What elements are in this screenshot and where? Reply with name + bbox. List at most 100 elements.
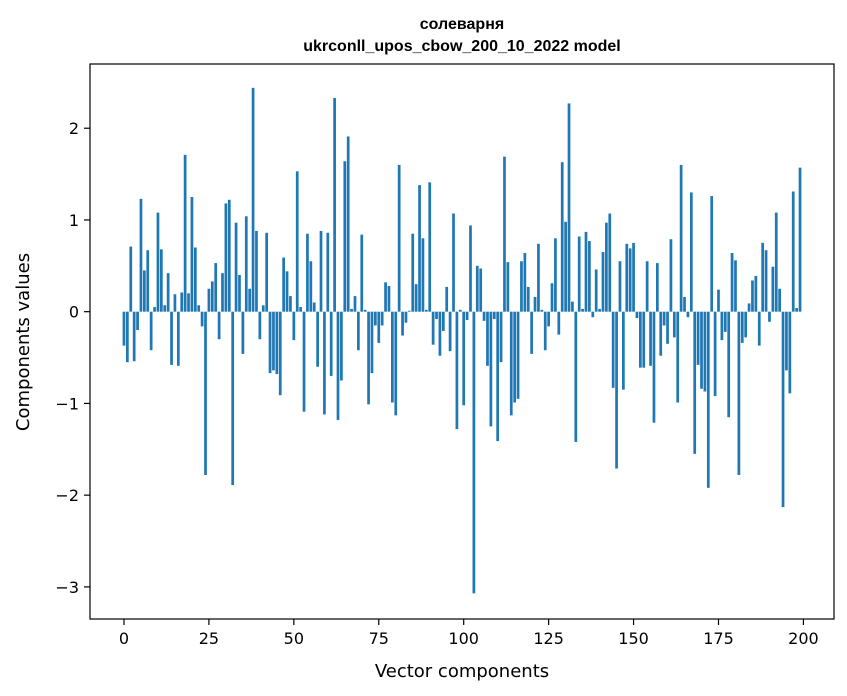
bar <box>367 311 370 405</box>
bar <box>577 236 581 312</box>
bar <box>649 311 652 366</box>
chart-subtitle: ukrconll_upos_cbow_200_10_2022 model <box>303 38 620 55</box>
y-tick-label: 2 <box>69 119 79 138</box>
y-tick-label: −2 <box>55 486 79 505</box>
bar <box>605 222 608 312</box>
bar <box>159 249 163 312</box>
bar <box>734 260 737 312</box>
bar <box>486 311 489 366</box>
bar <box>455 311 459 430</box>
bar <box>129 246 133 312</box>
bar <box>176 311 180 366</box>
bar <box>703 311 707 392</box>
bar <box>292 311 296 341</box>
bar <box>139 198 143 312</box>
x-tick-label: 50 <box>284 629 304 648</box>
bar <box>537 243 540 312</box>
bar <box>448 311 452 352</box>
bar <box>475 265 479 312</box>
bar <box>244 216 248 312</box>
bar <box>584 231 588 312</box>
bar <box>710 196 714 312</box>
bar <box>730 252 734 312</box>
bar <box>639 311 642 368</box>
bar <box>227 199 231 312</box>
bar <box>469 225 472 312</box>
bar <box>513 311 517 403</box>
bar <box>662 311 666 326</box>
bar <box>299 307 302 312</box>
bar <box>217 311 221 340</box>
bar <box>465 311 469 320</box>
bar <box>761 242 765 312</box>
bar <box>740 311 744 343</box>
bar <box>723 311 727 332</box>
bar <box>200 311 204 327</box>
bar <box>567 103 571 312</box>
bar <box>785 311 788 371</box>
bar <box>554 238 557 312</box>
bar <box>615 311 618 469</box>
bar <box>363 309 367 312</box>
bar <box>499 311 503 363</box>
plot-frame <box>89 63 835 620</box>
bar <box>706 311 710 488</box>
bar <box>207 288 211 312</box>
bar <box>462 311 466 406</box>
bar <box>302 311 306 412</box>
bar <box>771 266 775 312</box>
x-tick-label: 175 <box>703 629 734 648</box>
bar <box>744 311 748 338</box>
bar <box>727 311 731 418</box>
bar <box>183 154 187 312</box>
bar <box>143 270 146 312</box>
bar <box>210 281 214 312</box>
bar <box>251 87 255 312</box>
y-axis: −3 −2 −1 0 1 2 <box>55 119 90 597</box>
bar <box>611 311 615 388</box>
bar <box>523 252 527 312</box>
bar <box>231 311 235 486</box>
bar <box>360 234 364 312</box>
bar <box>655 263 659 312</box>
bar <box>540 309 544 312</box>
bar <box>574 311 578 442</box>
bar <box>214 263 218 312</box>
bar <box>166 273 170 312</box>
bar <box>424 309 428 312</box>
bar <box>163 305 167 312</box>
bar <box>747 303 751 312</box>
y-tick-label: −3 <box>55 578 79 597</box>
bar <box>156 212 160 312</box>
bar <box>272 311 275 371</box>
bar <box>445 286 449 312</box>
bar <box>238 274 241 312</box>
bar <box>343 161 347 312</box>
bar <box>414 284 418 312</box>
bar <box>506 262 510 312</box>
bar <box>275 311 279 375</box>
y-tick-label: 1 <box>69 211 79 230</box>
x-axis-label: Vector components <box>375 661 549 682</box>
chart-title: солеварня <box>420 16 504 33</box>
bar <box>700 311 703 389</box>
bar <box>350 308 353 312</box>
bar <box>594 269 598 312</box>
bar <box>642 311 646 368</box>
bar <box>438 311 442 356</box>
bar <box>608 213 612 312</box>
x-tick-label: 125 <box>533 629 564 648</box>
bar <box>543 311 547 351</box>
x-tick-label: 0 <box>119 629 129 648</box>
bar <box>713 311 717 397</box>
bar <box>326 232 330 312</box>
bar <box>503 156 506 312</box>
bar <box>516 311 520 399</box>
bar <box>234 222 238 312</box>
bar <box>547 311 550 327</box>
bar <box>289 296 292 312</box>
bar <box>407 310 411 312</box>
bar <box>795 308 798 312</box>
bar <box>323 311 326 415</box>
